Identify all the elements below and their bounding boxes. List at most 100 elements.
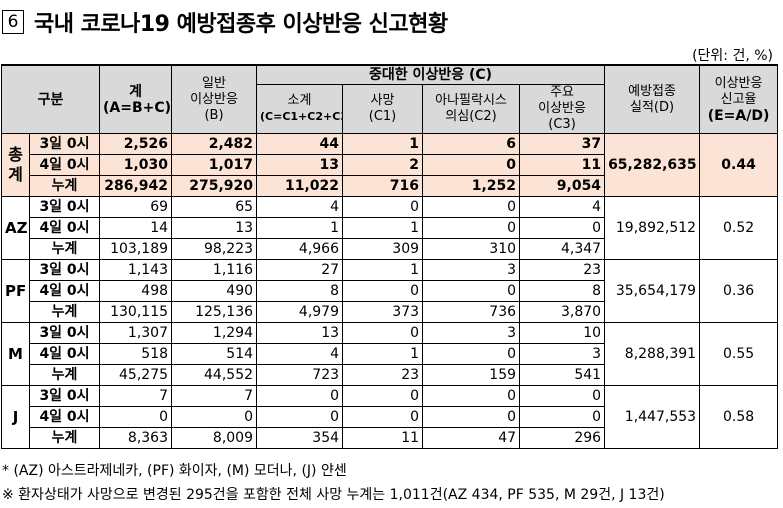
group-label: J <box>1 385 30 449</box>
cell-major: 9,054 <box>519 175 606 197</box>
cell-general: 8,009 <box>171 427 258 449</box>
cell-death: 0 <box>342 406 424 428</box>
cell-rate: 0.58 <box>699 385 779 449</box>
cell-major: 37 <box>519 133 606 155</box>
cell-anaphylaxis: 3 <box>422 322 521 344</box>
header-vaccinated-l2: 실적(D) <box>630 99 675 115</box>
row-label: 4일 0시 <box>28 154 101 176</box>
cell-anaphylaxis: 0 <box>422 280 521 302</box>
unit-label: (단위: 건, %) <box>692 48 773 64</box>
cell-major: 4 <box>519 196 606 218</box>
header-anaphylaxis-l1: 아나필락시스 <box>435 93 507 108</box>
table-row: AZ 3일 0시 69 65 4 0 0 4 19,892,512 0.52 <box>1 196 779 260</box>
table-row: 누계 45,275 44,552 723 23 159 541 <box>2 364 778 386</box>
cell-death: 2 <box>342 154 424 176</box>
table-row: 4일 0시 518 514 4 1 0 3 <box>2 343 778 365</box>
group-label: 총계 <box>1 133 30 197</box>
header-subtotal-l2: (C=C1+C2+C3) <box>260 110 342 123</box>
cell-anaphylaxis: 0 <box>422 343 521 365</box>
cell-general: 0 <box>171 406 258 428</box>
cell-vaccinated: 65,282,635 <box>604 133 701 197</box>
title-row: 6 국내 코로나19 예방접종후 이상반응 신고현황 <box>2 6 448 38</box>
section-number: 6 <box>2 10 24 34</box>
cell-subtotal: 354 <box>256 427 344 449</box>
cell-death: 1 <box>342 217 424 239</box>
table-row: PF 3일 0시 1,143 1,116 27 1 3 23 35,654,179 0.36 <box>1 259 779 323</box>
header-general-l2: 이상반응 <box>190 91 238 107</box>
header-vaccinated: 예방접종 실적(D) <box>604 64 701 134</box>
cell-total: 103,189 <box>99 238 173 260</box>
cell-death: 1 <box>342 343 424 365</box>
group-label: M <box>1 322 30 386</box>
cell-major: 3 <box>519 343 606 365</box>
cell-subtotal: 0 <box>256 385 344 407</box>
cell-death: 0 <box>342 385 424 407</box>
cell-rate: 0.36 <box>699 259 779 323</box>
cell-total: 8,363 <box>99 427 173 449</box>
cell-general: 125,136 <box>171 301 258 323</box>
cell-vaccinated: 1,447,553 <box>604 385 701 449</box>
cell-anaphylaxis: 6 <box>422 133 521 155</box>
cell-subtotal: 0 <box>256 406 344 428</box>
row-label: 누계 <box>28 364 101 386</box>
header-anaphylaxis: 아나필락시스 의심(C2) <box>422 84 521 134</box>
cell-anaphylaxis: 0 <box>422 217 521 239</box>
cell-subtotal: 723 <box>256 364 344 386</box>
header-major-l1: 주요 <box>550 85 574 101</box>
cell-general: 490 <box>171 280 258 302</box>
footnote-abbreviations: * (AZ) 아스트라제네카, (PF) 화이자, (M) 모더나, (J) 얀… <box>2 463 347 479</box>
cell-general: 98,223 <box>171 238 258 260</box>
cell-anaphylaxis: 159 <box>422 364 521 386</box>
cell-subtotal: 8 <box>256 280 344 302</box>
cell-total: 69 <box>99 196 173 218</box>
cell-anaphylaxis: 1,252 <box>422 175 521 197</box>
cell-subtotal: 44 <box>256 133 344 155</box>
cell-subtotal: 13 <box>256 154 344 176</box>
row-label: 4일 0시 <box>28 217 101 239</box>
table-row: 누계 8,363 8,009 354 11 47 296 <box>2 427 778 449</box>
cell-death: 373 <box>342 301 424 323</box>
row-label: 3일 0시 <box>28 259 101 281</box>
cell-general: 2,482 <box>171 133 258 155</box>
cell-major: 0 <box>519 217 606 239</box>
header-death-l1: 사망 <box>370 93 395 108</box>
header-rate-l2: 신고율 <box>720 91 757 107</box>
cell-vaccinated: 19,892,512 <box>604 196 701 260</box>
table-row: M 3일 0시 1,307 1,294 13 0 3 10 8,288,391 0.55 <box>1 322 779 386</box>
cell-anaphylaxis: 0 <box>422 385 521 407</box>
cell-rate: 0.55 <box>699 322 779 386</box>
table-row: 4일 0시 1,030 1,017 13 2 0 11 <box>2 154 778 176</box>
cell-major: 10 <box>519 322 606 344</box>
cell-subtotal: 11,022 <box>256 175 344 197</box>
cell-total: 130,115 <box>99 301 173 323</box>
cell-general: 7 <box>171 385 258 407</box>
table-row: 4일 0시 14 13 1 1 0 0 <box>2 217 778 239</box>
cell-general: 1,017 <box>171 154 258 176</box>
header-major: 주요 이상반응 (C3) <box>519 84 606 134</box>
header-rate-l3: (E=A/D) <box>707 107 770 124</box>
cell-general: 65 <box>171 196 258 218</box>
cell-total: 14 <box>99 217 173 239</box>
header-vaccinated-l1: 예방접종 <box>628 83 676 99</box>
cell-general: 44,552 <box>171 364 258 386</box>
cell-anaphylaxis: 3 <box>422 259 521 281</box>
cell-anaphylaxis: 0 <box>422 154 521 176</box>
table-row: 4일 0시 0 0 0 0 0 0 <box>2 406 778 428</box>
row-label: 3일 0시 <box>28 196 101 218</box>
cell-death: 23 <box>342 364 424 386</box>
header-death-l2: (C1) <box>368 109 397 124</box>
cell-subtotal: 27 <box>256 259 344 281</box>
cell-major: 0 <box>519 406 606 428</box>
cell-death: 11 <box>342 427 424 449</box>
header-total-formula: (A=B+C) <box>103 99 172 116</box>
row-label: 누계 <box>28 301 101 323</box>
header-category: 구분 <box>0 64 101 134</box>
cell-death: 0 <box>342 322 424 344</box>
cell-subtotal: 4,966 <box>256 238 344 260</box>
cell-anaphylaxis: 310 <box>422 238 521 260</box>
cell-rate: 0.52 <box>699 196 779 260</box>
cell-subtotal: 4 <box>256 343 344 365</box>
cell-general: 1,294 <box>171 322 258 344</box>
table-header: 구분 계 (A=B+C) 일반 이상반응 (B) 중대한 이상반응 (C) 예방… <box>0 64 779 134</box>
cell-major: 8 <box>519 280 606 302</box>
